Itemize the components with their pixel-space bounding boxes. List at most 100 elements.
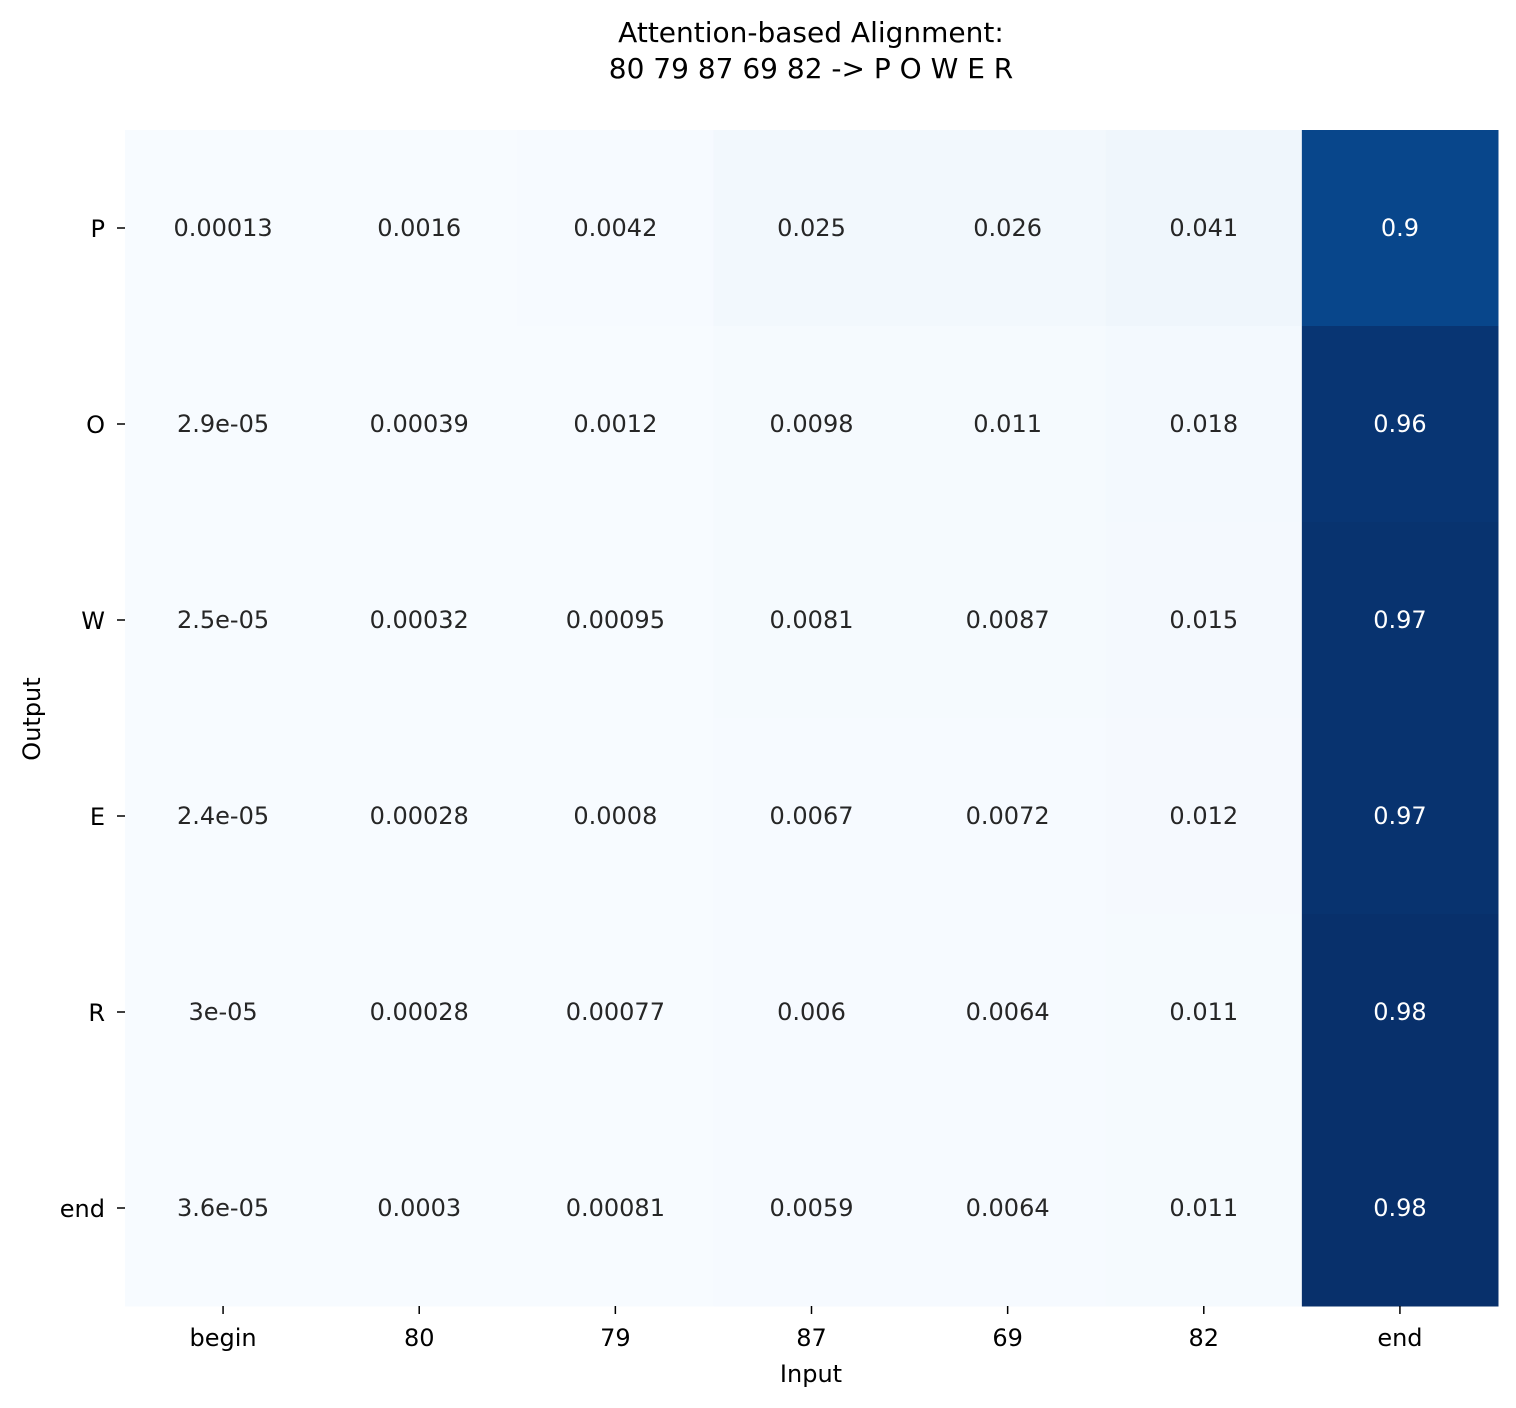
x-axis-label: Input	[780, 1360, 842, 1388]
heatmap-cell	[125, 1110, 322, 1307]
heatmap-cell	[713, 914, 911, 1111]
heatmap-cell-label: 0.97	[1373, 802, 1426, 830]
heatmap-cell-label: 0.012	[1169, 802, 1238, 830]
heatmap-cell	[321, 130, 518, 327]
heatmap-cell-label: 0.0087	[966, 606, 1050, 634]
heatmap-cell	[713, 522, 911, 719]
heatmap-cell	[1301, 1110, 1499, 1307]
heatmap-cell-label: 0.00039	[370, 410, 469, 438]
y-axis-label: Output	[18, 677, 46, 760]
heatmap-cell-label: 0.00028	[370, 802, 469, 830]
heatmap-cell	[125, 718, 322, 915]
heatmap-cell	[1301, 914, 1499, 1111]
heatmap-cell-label: 0.015	[1169, 606, 1238, 634]
y-tick-label: end	[60, 1195, 105, 1223]
heatmap-cell-label: 0.026	[973, 214, 1042, 242]
heatmap-cell	[125, 522, 322, 719]
heatmap-cell-label: 0.98	[1373, 998, 1426, 1026]
heatmap-cell-label: 0.011	[973, 410, 1042, 438]
heatmap-cell	[517, 1110, 714, 1307]
heatmap-cell-label: 0.0067	[770, 802, 854, 830]
heatmap-cell	[517, 718, 714, 915]
heatmap-cell	[713, 130, 911, 327]
heatmap-cells: 0.00013 0.0016 0.0042 0.025 0.026 0.041 0.9 2.9…	[125, 130, 1499, 1307]
y-tick-label: W	[81, 607, 105, 635]
heatmap-cell	[1301, 130, 1499, 327]
heatmap-cell-label: 0.96	[1373, 410, 1426, 438]
heatmap-cell-label: 0.00013	[173, 214, 272, 242]
heatmap-cell-label: 0.98	[1373, 1194, 1426, 1222]
heatmap-cell	[1301, 326, 1499, 523]
heatmap-cell-label: 0.025	[777, 214, 846, 242]
heatmap-cell	[517, 522, 714, 719]
heatmap-cell-label: 0.00028	[370, 998, 469, 1026]
x-tick-label: 79	[600, 1324, 631, 1352]
heatmap-cell-label: 0.00081	[566, 1194, 665, 1222]
heatmap-cell-label: 0.0008	[573, 802, 657, 830]
heatmap-cell-label: 0.0098	[770, 410, 854, 438]
x-tick-label: 82	[1189, 1324, 1220, 1352]
heatmap-cell-label: 0.0016	[377, 214, 461, 242]
heatmap-cell	[713, 1110, 911, 1307]
heatmap-cell-label: 3.6e-05	[177, 1194, 269, 1222]
heatmap-cell-label: 0.0003	[377, 1194, 461, 1222]
heatmap-cell	[909, 718, 1107, 915]
heatmap-cell	[1105, 1110, 1303, 1307]
heatmap-cell	[909, 914, 1107, 1111]
heatmap-cell-label: 2.9e-05	[177, 410, 269, 438]
heatmap-cell	[125, 130, 322, 327]
heatmap-cell	[1301, 522, 1499, 719]
heatmap-cell-label: 0.018	[1169, 410, 1238, 438]
heatmap-cell-label: 0.00032	[370, 606, 469, 634]
heatmap-cell	[1105, 326, 1303, 523]
heatmap-cell-label: 0.0064	[966, 998, 1050, 1026]
x-tick-label: 87	[796, 1324, 827, 1352]
x-tick-label: 69	[992, 1324, 1023, 1352]
heatmap-cell	[517, 130, 714, 327]
x-tick-label: 80	[404, 1324, 435, 1352]
x-axis-ticks: begin 80 79 87 69 82 end	[190, 1306, 1423, 1352]
y-tick-label: P	[91, 215, 105, 243]
heatmap-cell-label: 0.0072	[966, 802, 1050, 830]
heatmap-cell-label: 0.9	[1381, 214, 1419, 242]
heatmap-cell-label: 0.00095	[566, 606, 665, 634]
heatmap-cell-label: 2.4e-05	[177, 802, 269, 830]
heatmap-cell	[713, 326, 911, 523]
heatmap-cell	[517, 326, 714, 523]
heatmap-cell-label: 0.0042	[573, 214, 657, 242]
heatmap-cell-label: 0.041	[1169, 214, 1238, 242]
heatmap-cell	[909, 1110, 1107, 1307]
y-tick-label: E	[90, 803, 105, 831]
heatmap-cell	[909, 326, 1107, 523]
heatmap-cell	[321, 718, 518, 915]
heatmap-cell	[1105, 130, 1303, 327]
x-tick-label: end	[1377, 1324, 1422, 1352]
x-tick-label: begin	[190, 1324, 257, 1352]
heatmap-cell-label: 2.5e-05	[177, 606, 269, 634]
heatmap-cell-label: 0.006	[777, 998, 846, 1026]
heatmap-cell	[125, 914, 322, 1111]
heatmap-cell	[1301, 718, 1499, 915]
heatmap-cell-label: 0.0064	[966, 1194, 1050, 1222]
heatmap-cell	[321, 914, 518, 1111]
heatmap-cell-label: 0.0012	[573, 410, 657, 438]
y-tick-label: O	[86, 411, 105, 439]
heatmap-cell-label: 0.97	[1373, 606, 1426, 634]
heatmap-cell	[909, 522, 1107, 719]
y-tick-label: R	[88, 999, 105, 1027]
heatmap-cell-label: 0.011	[1169, 998, 1238, 1026]
chart-title-line-2: 80 79 87 69 82 -> P O W E R	[609, 52, 1013, 85]
heatmap-cell	[125, 326, 322, 523]
heatmap-cell	[321, 522, 518, 719]
heatmap-cell-label: 0.011	[1169, 1194, 1238, 1222]
heatmap-cell-label: 0.00077	[566, 998, 665, 1026]
heatmap-cell-label: 3e-05	[188, 998, 257, 1026]
heatmap-cell	[321, 1110, 518, 1307]
heatmap-cell	[1105, 914, 1303, 1111]
heatmap-cell	[321, 326, 518, 523]
chart-title-line-1: Attention-based Alignment:	[618, 16, 1004, 49]
heatmap-cell	[1105, 522, 1303, 719]
heatmap-cell	[909, 130, 1107, 327]
